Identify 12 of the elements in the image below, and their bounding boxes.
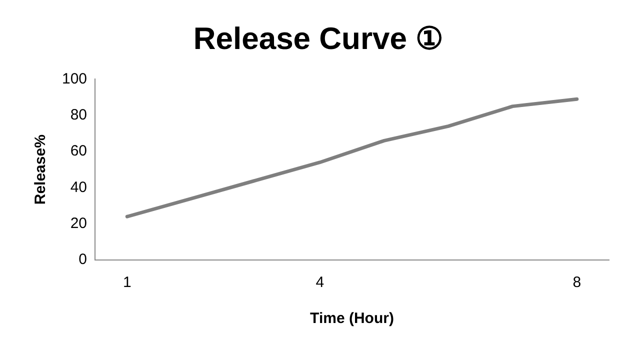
y-tick-label: 40 [70,178,88,196]
x-tick-label: 8 [572,274,582,292]
x-tick-label: 4 [316,274,324,292]
y-tick-label: 0 [78,251,88,268]
y-axis-title: Release% [32,134,50,205]
chart-title: Release Curve ① [193,21,444,56]
y-tick-label: 100 [62,70,88,88]
y-tick-label: 20 [70,214,88,232]
y-tick-label: 80 [70,106,88,124]
y-tick-label: 60 [70,142,88,160]
x-tick-label: 1 [122,274,132,292]
x-axis-title: Time (Hour) [310,310,394,328]
